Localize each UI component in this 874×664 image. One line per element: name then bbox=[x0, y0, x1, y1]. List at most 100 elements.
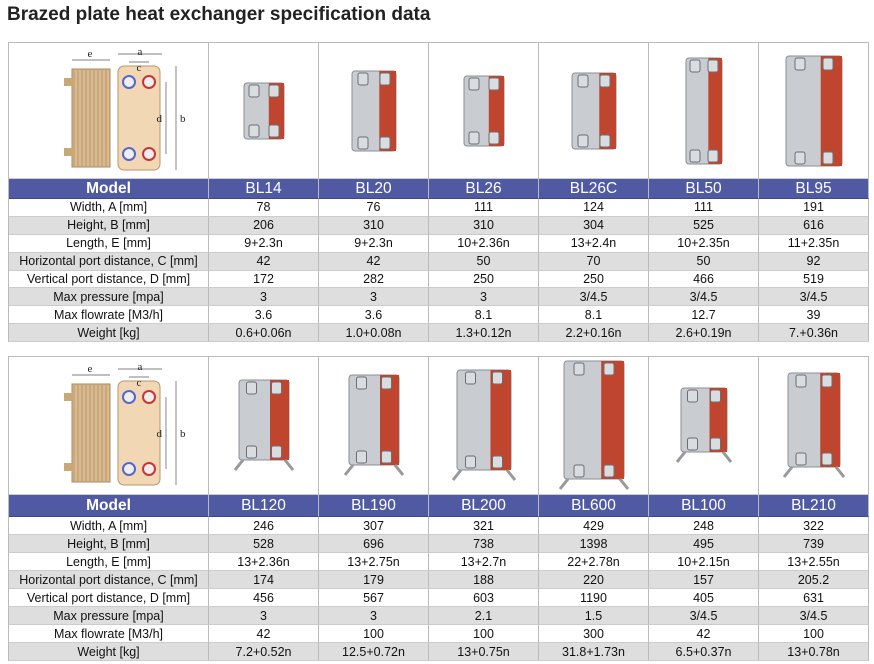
port-stub bbox=[63, 147, 74, 156]
plate-side bbox=[820, 55, 842, 166]
spec-value: 1.0+0.08n bbox=[319, 324, 429, 343]
dim-label: d bbox=[156, 428, 162, 440]
spec-value: 405 bbox=[649, 589, 759, 607]
port bbox=[380, 450, 392, 463]
product-image bbox=[782, 372, 845, 478]
spec-value: 8.1 bbox=[429, 306, 539, 325]
spec-value: 9+2.3n bbox=[209, 234, 319, 253]
port bbox=[603, 362, 614, 375]
spec-value: 12.5+0.72n bbox=[319, 643, 429, 661]
spec-table: e a c d b Model BL14 BL20 BL26 BL26C BL50 BL95 Width… bbox=[8, 42, 869, 343]
spec-value: 13+0.78n bbox=[759, 643, 869, 661]
dim-label: c bbox=[136, 62, 141, 74]
spec-value: 528 bbox=[209, 535, 319, 553]
spec-value: 429 bbox=[539, 517, 649, 535]
model-header: BL120 bbox=[209, 495, 319, 517]
spec-value: 7.+0.36n bbox=[759, 324, 869, 343]
port bbox=[245, 445, 257, 458]
spec-value: 157 bbox=[649, 571, 759, 589]
spec-value: 191 bbox=[759, 199, 869, 217]
spec-value: 42 bbox=[209, 252, 319, 271]
port bbox=[245, 381, 257, 394]
model-header: BL95 bbox=[759, 179, 869, 199]
spec-value: 525 bbox=[649, 216, 759, 235]
model-header: BL14 bbox=[209, 179, 319, 199]
spec-value: 1.3+0.12n bbox=[429, 324, 539, 343]
image-cell bbox=[649, 357, 759, 495]
port bbox=[491, 371, 503, 384]
spec-value: 172 bbox=[209, 270, 319, 289]
spec-value: 322 bbox=[759, 517, 869, 535]
product-image bbox=[351, 70, 396, 151]
port-stub bbox=[63, 462, 74, 471]
product-image bbox=[233, 379, 294, 471]
product-image bbox=[243, 82, 284, 139]
dim-label: b bbox=[180, 428, 186, 440]
spec-value: 42 bbox=[209, 625, 319, 643]
port bbox=[121, 461, 136, 476]
spec-value: 282 bbox=[319, 270, 429, 289]
port bbox=[380, 376, 392, 389]
foot bbox=[343, 463, 354, 476]
spec-value: 2.2+0.16n bbox=[539, 324, 649, 343]
spec-label: Max flowrate [M3/h] bbox=[9, 306, 209, 325]
port bbox=[577, 134, 588, 147]
plate-side bbox=[598, 72, 616, 149]
port bbox=[468, 131, 479, 144]
spec-value: 1398 bbox=[539, 535, 649, 553]
spec-value: 495 bbox=[649, 535, 759, 553]
port bbox=[141, 389, 156, 404]
spec-value: 307 bbox=[319, 517, 429, 535]
product-image bbox=[343, 374, 404, 476]
spec-value: 3/4.5 bbox=[649, 607, 759, 625]
spec-value: 300 bbox=[539, 625, 649, 643]
model-header: BL20 bbox=[319, 179, 429, 199]
plate-front bbox=[117, 65, 160, 170]
port-stub bbox=[63, 77, 74, 86]
model-header: BL600 bbox=[539, 495, 649, 517]
spec-value: 3/4.5 bbox=[649, 288, 759, 307]
header-label: Model bbox=[9, 179, 209, 199]
plate-side bbox=[489, 369, 511, 470]
port bbox=[709, 389, 721, 402]
port bbox=[794, 151, 805, 164]
spec-value: 631 bbox=[759, 589, 869, 607]
plate-side bbox=[707, 57, 722, 164]
spec-value: 696 bbox=[319, 535, 429, 553]
spec-value: 13+2.55n bbox=[759, 553, 869, 571]
port bbox=[270, 381, 282, 394]
model-header: BL50 bbox=[649, 179, 759, 199]
port bbox=[822, 151, 833, 164]
spec-value: 321 bbox=[429, 517, 539, 535]
image-cell bbox=[429, 43, 539, 179]
port bbox=[709, 437, 721, 450]
spec-value: 205.2 bbox=[759, 571, 869, 589]
spec-value: 3 bbox=[209, 607, 319, 625]
spec-value: 738 bbox=[429, 535, 539, 553]
spec-value: 3 bbox=[319, 288, 429, 307]
foot bbox=[233, 458, 244, 471]
spec-value: 519 bbox=[759, 270, 869, 289]
port bbox=[357, 136, 368, 149]
port bbox=[689, 149, 700, 162]
spec-value: 76 bbox=[319, 199, 429, 217]
image-cell bbox=[319, 43, 429, 179]
port bbox=[599, 134, 610, 147]
page-title: Brazed plate heat exchanger specificatio… bbox=[7, 4, 431, 25]
spec-value: 13+2.75n bbox=[319, 553, 429, 571]
product-image bbox=[451, 369, 516, 481]
image-cell bbox=[209, 43, 319, 179]
plate-side bbox=[600, 360, 624, 479]
spec-label: Length, E [mm] bbox=[9, 234, 209, 253]
spec-value: 100 bbox=[319, 625, 429, 643]
spec-value: 3.6 bbox=[319, 306, 429, 325]
spec-value: 100 bbox=[759, 625, 869, 643]
spec-label: Weight [kg] bbox=[9, 643, 209, 661]
port bbox=[270, 445, 282, 458]
spec-value: 22+2.78n bbox=[539, 553, 649, 571]
port bbox=[689, 59, 700, 72]
spec-table: e a c d b Model BL120 BL190 BL200 BL600 BL100 BL210… bbox=[8, 356, 869, 661]
port bbox=[707, 59, 718, 72]
spec-value: 567 bbox=[319, 589, 429, 607]
